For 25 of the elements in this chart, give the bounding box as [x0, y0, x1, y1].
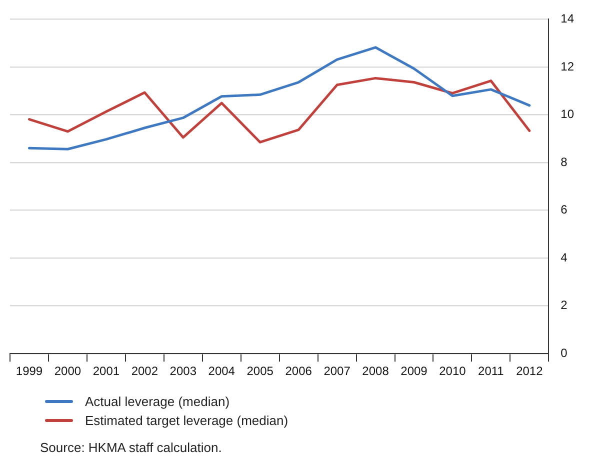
y-tick-label: 0: [560, 346, 568, 360]
source-note: Source: HKMA staff calculation.: [40, 440, 223, 455]
x-tick-label: 2009: [400, 364, 428, 378]
x-tick-label: 2012: [516, 364, 544, 378]
y-tick-label: 6: [560, 202, 568, 217]
x-tick-label: 2001: [92, 364, 120, 378]
y-tick-label: 4: [560, 250, 568, 264]
x-tick-label: 2006: [285, 364, 312, 378]
x-tick-label: 2008: [362, 364, 390, 378]
x-tick-label: 2010: [439, 364, 466, 378]
x-tick-label: 2002: [131, 364, 158, 378]
legend-label: Estimated target leverage (median): [85, 413, 288, 428]
y-tick-label: 10: [560, 107, 574, 122]
legend-label: Actual leverage (median): [85, 394, 230, 409]
x-tick-label: 2007: [324, 364, 351, 378]
y-tick-label: 14: [560, 12, 574, 26]
y-tick-label: 8: [560, 154, 568, 169]
y-tick-label: 12: [560, 59, 574, 74]
x-tick-label: 1999: [16, 364, 43, 378]
y-tick-label: 2: [560, 298, 568, 312]
x-tick-label: 2004: [208, 364, 236, 378]
x-tick-label: 2003: [170, 364, 197, 378]
x-tick-label: 2011: [478, 364, 504, 378]
x-tick-label: 2005: [246, 364, 274, 378]
x-tick-label: 2000: [54, 364, 82, 378]
